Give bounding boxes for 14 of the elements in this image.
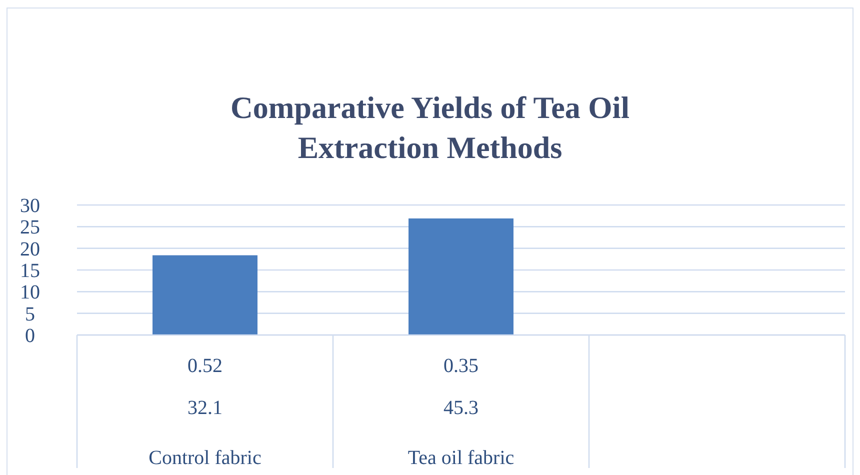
y-tick-label: 25 <box>20 216 40 239</box>
text: 45.3 <box>444 397 478 419</box>
y-tick-label: 30 <box>20 195 40 217</box>
y-tick-label: 5 <box>25 303 35 326</box>
x-tick-label: Control fabric <box>148 447 262 469</box>
x-tick-label: Tea oil fabric <box>408 447 514 469</box>
text: 0.35 <box>444 355 478 377</box>
y-tick-label: 15 <box>20 260 40 282</box>
text: 0.52 <box>188 355 222 377</box>
y-tick-label: 10 <box>20 282 40 304</box>
y-tick-label: 20 <box>20 238 40 260</box>
y-tick-label: 0 <box>25 325 35 347</box>
text: 32.1 <box>188 397 222 419</box>
chart-title: Comparative Yields of Tea Oil Extraction Methods <box>230 90 630 165</box>
